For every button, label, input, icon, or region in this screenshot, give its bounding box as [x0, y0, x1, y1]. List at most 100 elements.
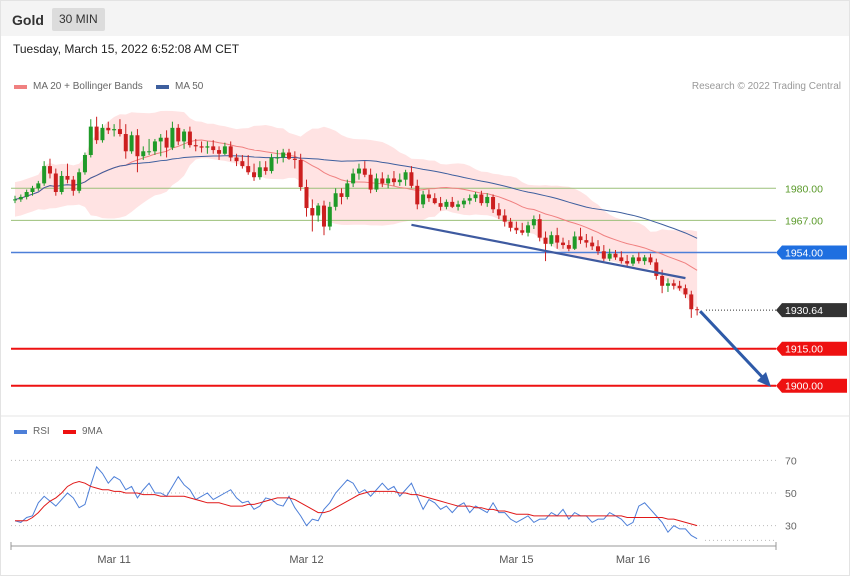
candle-body: [677, 285, 682, 289]
candle-body: [386, 178, 391, 184]
candle-body: [129, 135, 134, 152]
candle-body: [520, 230, 525, 233]
symbol-title: Gold: [12, 12, 44, 28]
candle-body: [287, 152, 292, 159]
candle-body: [193, 145, 198, 147]
candle-body: [648, 257, 653, 263]
candle-body: [566, 245, 571, 249]
candle-body: [689, 294, 694, 310]
price-label-1980.00: 1980.00: [785, 183, 823, 195]
candle-body: [147, 151, 152, 153]
candle-body: [316, 205, 321, 216]
rsi-9ma-line: [15, 481, 698, 527]
candle-body: [310, 208, 315, 216]
candle-body: [246, 166, 251, 173]
candle-body: [665, 283, 670, 286]
rsi-level-label: 70: [785, 455, 797, 467]
candle-body: [321, 205, 326, 227]
price-label-1900.00: 1900.00: [785, 381, 823, 393]
chart-header: Gold 30 MIN: [1, 1, 849, 36]
rsi-level-label: 30: [785, 521, 797, 533]
candle-body: [660, 275, 665, 286]
candle-body: [549, 235, 554, 244]
candle-body: [222, 146, 227, 154]
legend-rsi-label: RSI: [33, 426, 50, 437]
x-tick-label: Mar 15: [499, 554, 533, 566]
candle-body: [333, 193, 338, 207]
candle-body: [176, 127, 181, 142]
candle-body: [53, 173, 58, 193]
legend-9ma: 9MA: [63, 426, 103, 437]
candle-body: [695, 309, 700, 311]
candle-body: [601, 251, 606, 259]
candle-body: [450, 201, 455, 207]
credit-text: Research © 2022 Trading Central: [691, 81, 841, 92]
projection-arrow-head: [757, 371, 771, 387]
candle-body: [421, 194, 426, 205]
candle-body: [531, 219, 536, 226]
price-label-1967.00: 1967.00: [785, 215, 823, 227]
candle-body: [106, 127, 111, 131]
price-label-1954.00: 1954.00: [785, 247, 823, 259]
candle-body: [269, 157, 274, 172]
candle-body: [88, 126, 93, 155]
candle-body: [444, 201, 449, 207]
candle-body: [596, 246, 600, 252]
timeframe-button[interactable]: 30 MIN: [52, 8, 105, 31]
candle-body: [415, 185, 420, 205]
candle-body: [572, 236, 577, 249]
candle-body: [187, 131, 192, 146]
price-label-1930.64: 1930.64: [785, 305, 823, 317]
candle-body: [199, 146, 204, 148]
candle-body: [234, 157, 239, 162]
candle-body: [252, 172, 257, 178]
candle-body: [217, 150, 222, 154]
candle-body: [42, 166, 47, 184]
candle-body: [374, 178, 379, 190]
ma20-swatch: [14, 84, 27, 89]
candle-body: [456, 204, 461, 207]
candle-body: [281, 152, 286, 158]
candle-body: [141, 151, 146, 157]
bollinger-band: [15, 110, 698, 310]
candle-body: [479, 194, 484, 204]
candle-body: [461, 200, 466, 205]
candle-body: [473, 194, 478, 199]
ma50-line: [14, 155, 698, 239]
candle-body: [607, 253, 612, 259]
candle-body: [630, 257, 635, 264]
candle-body: [356, 168, 361, 174]
candle-body: [636, 257, 641, 262]
candle-body: [380, 178, 385, 184]
candle-body: [368, 174, 373, 190]
legend-ma20-label: MA 20 + Bollinger Bands: [33, 81, 143, 92]
candle-body: [491, 196, 496, 210]
candle-body: [485, 196, 490, 204]
price-tag-1930.64: [776, 303, 847, 318]
projection-arrow-shaft: [699, 310, 768, 382]
candle-body: [590, 242, 595, 247]
candle-body: [123, 134, 128, 152]
candle-body: [65, 175, 70, 180]
candle-body: [625, 261, 630, 264]
candle-body: [514, 227, 519, 231]
candle-body: [170, 127, 175, 148]
candle-body: [508, 221, 513, 228]
candle-body: [438, 203, 443, 207]
timestamp: Tuesday, March 15, 2022 6:52:08 AM CET: [13, 42, 240, 56]
candle-body: [671, 283, 676, 286]
candle-body: [257, 167, 262, 178]
x-tick-label: Mar 12: [289, 554, 323, 566]
candle-body: [13, 199, 17, 201]
candle-body: [94, 126, 99, 141]
resistance-trendline: [411, 223, 686, 280]
legend-ma50: MA 50: [156, 81, 203, 92]
candle-body: [77, 172, 82, 191]
ma9-swatch: [63, 429, 76, 434]
candle-body: [409, 172, 414, 186]
ma50-swatch: [156, 84, 169, 89]
price-tag-1954.00: [776, 245, 847, 260]
candle-body: [164, 137, 169, 148]
candle-body: [432, 198, 437, 204]
